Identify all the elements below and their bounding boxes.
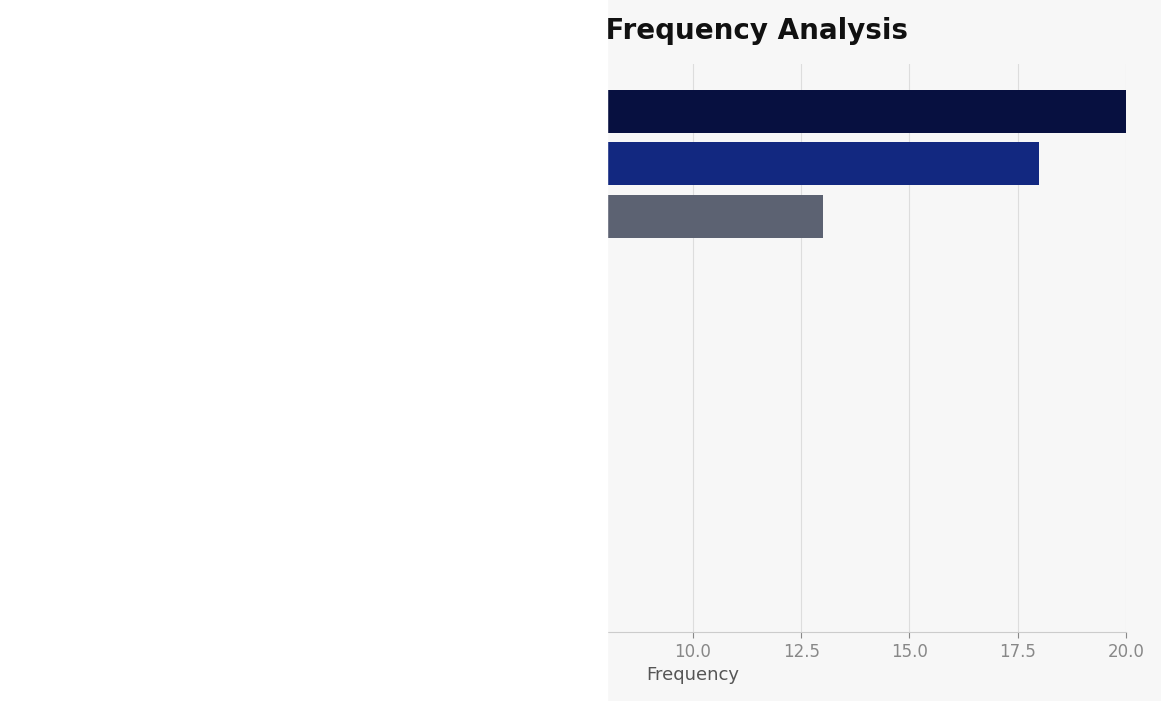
X-axis label: Frequency: Frequency <box>647 667 740 684</box>
Bar <box>260 142 1039 185</box>
Bar <box>260 511 520 554</box>
Bar <box>260 247 606 291</box>
Bar <box>260 90 1126 132</box>
Bar <box>260 353 563 396</box>
Bar <box>260 300 606 343</box>
Bar <box>260 405 563 449</box>
Bar <box>260 564 520 606</box>
Bar <box>260 458 520 501</box>
Title: N-Gram Frequency Analysis: N-Gram Frequency Analysis <box>477 17 908 45</box>
Bar <box>260 195 823 238</box>
